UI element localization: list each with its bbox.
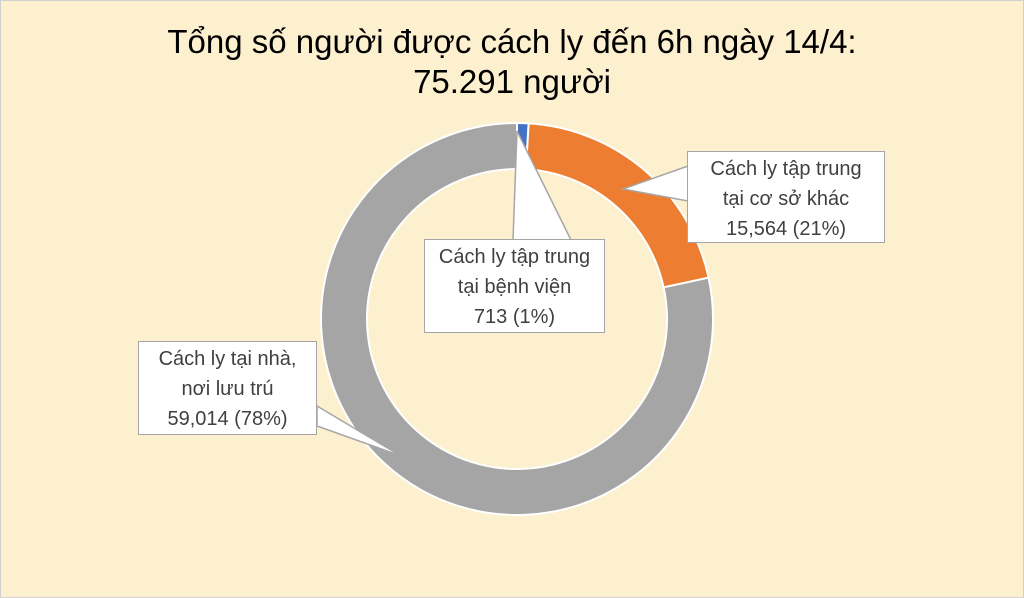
label-line: tại cơ sở khác [722,188,850,210]
label-line: nơi lưu trú [181,378,274,400]
label-line: Cách ly tập trung [710,158,862,180]
data-label-home: Cách ly tại nhà, nơi lưu trú 59,014 (78%… [138,341,317,435]
data-label-hospital: Cách ly tập trung tại bệnh viện 713 (1%) [424,239,605,333]
callout-pointer-home [316,404,402,457]
label-line: 15,564 (21%) [725,218,847,240]
slice-home [320,121,714,516]
chart-title-line1: Tổng số người được cách ly đến 6h ngày 1… [167,23,857,60]
label-line: 713 (1%) [473,306,556,328]
chart-title-line2: 75.291 người [413,63,611,100]
label-line: Cách ly tập trung [438,246,591,268]
label-line: tại bệnh viện [457,276,572,298]
label-line: Cách ly tại nhà, [158,348,297,370]
label-line: 59,014 (78%) [167,408,288,430]
data-label-other-facility: Cách ly tập trung tại cơ sở khác 15,564 … [687,151,885,243]
